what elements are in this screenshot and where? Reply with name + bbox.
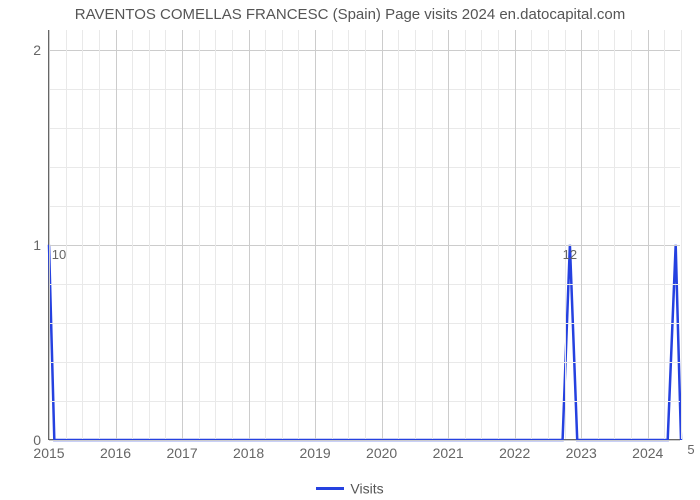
- grid-minor-v: [282, 30, 283, 439]
- legend-swatch: [316, 487, 344, 490]
- grid-minor-v: [531, 30, 532, 439]
- x-axis-label: 2015: [33, 439, 64, 461]
- grid-minor-v: [332, 30, 333, 439]
- grid-minor-v: [498, 30, 499, 439]
- grid-major-v: [648, 30, 649, 439]
- data-point-label: 5: [687, 442, 694, 457]
- grid-minor-v: [165, 30, 166, 439]
- plot-area: 0122015201620172018201920202021202220232…: [48, 30, 680, 440]
- grid-minor-v: [265, 30, 266, 439]
- grid-minor-v: [432, 30, 433, 439]
- grid-minor-v: [215, 30, 216, 439]
- grid-major-v: [382, 30, 383, 439]
- grid-minor-v: [465, 30, 466, 439]
- grid-minor-v: [365, 30, 366, 439]
- grid-minor-v: [631, 30, 632, 439]
- grid-minor-v: [132, 30, 133, 439]
- grid-minor-v: [298, 30, 299, 439]
- grid-major-v: [581, 30, 582, 439]
- grid-minor-v: [66, 30, 67, 439]
- grid-major-v: [315, 30, 316, 439]
- grid-major-v: [515, 30, 516, 439]
- grid-minor-v: [681, 30, 682, 439]
- y-axis-label: 2: [33, 42, 49, 58]
- data-point-label: 10: [52, 247, 66, 262]
- x-axis-label: 2023: [566, 439, 597, 461]
- grid-major-v: [182, 30, 183, 439]
- grid-minor-v: [664, 30, 665, 439]
- x-axis-label: 2022: [499, 439, 530, 461]
- x-axis-label: 2020: [366, 439, 397, 461]
- grid-minor-v: [598, 30, 599, 439]
- grid-minor-v: [565, 30, 566, 439]
- x-axis-label: 2019: [300, 439, 331, 461]
- grid-minor-v: [348, 30, 349, 439]
- legend: Visits: [0, 479, 700, 496]
- chart-title: RAVENTOS COMELLAS FRANCESC (Spain) Page …: [0, 6, 700, 23]
- x-axis-label: 2021: [433, 439, 464, 461]
- data-point-label: 12: [563, 247, 577, 262]
- grid-major-v: [249, 30, 250, 439]
- grid-major-v: [116, 30, 117, 439]
- legend-label: Visits: [350, 480, 383, 496]
- x-axis-label: 2016: [100, 439, 131, 461]
- grid-minor-v: [99, 30, 100, 439]
- grid-minor-v: [82, 30, 83, 439]
- grid-minor-v: [398, 30, 399, 439]
- grid-major-v: [49, 30, 50, 439]
- grid-minor-v: [548, 30, 549, 439]
- x-axis-label: 2017: [166, 439, 197, 461]
- grid-minor-v: [415, 30, 416, 439]
- grid-minor-v: [199, 30, 200, 439]
- grid-minor-v: [614, 30, 615, 439]
- grid-major-v: [448, 30, 449, 439]
- grid-minor-v: [149, 30, 150, 439]
- grid-minor-v: [481, 30, 482, 439]
- y-axis-label: 1: [33, 237, 49, 253]
- grid-minor-v: [232, 30, 233, 439]
- x-axis-label: 2024: [632, 439, 663, 461]
- x-axis-label: 2018: [233, 439, 264, 461]
- chart-container: RAVENTOS COMELLAS FRANCESC (Spain) Page …: [0, 0, 700, 500]
